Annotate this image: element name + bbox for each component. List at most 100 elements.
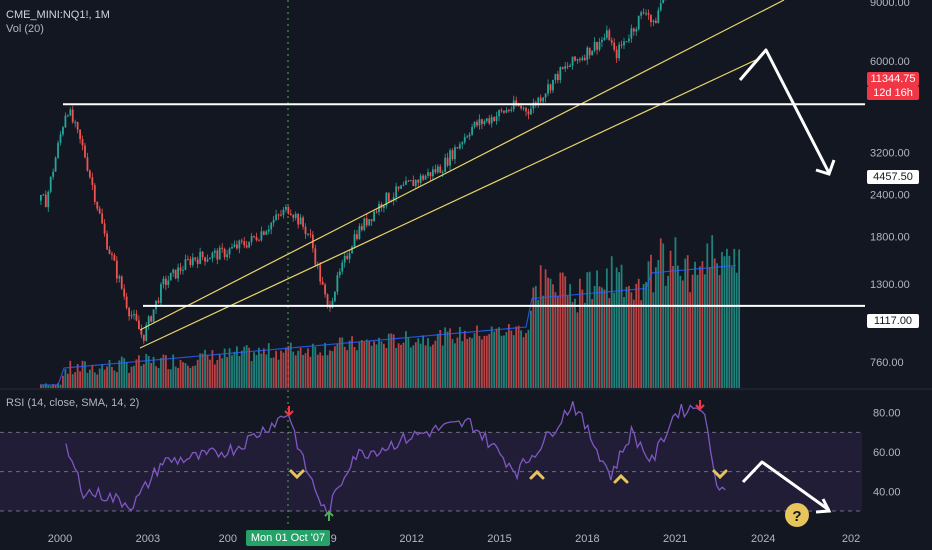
candle-body — [598, 41, 601, 50]
candle-body — [537, 97, 540, 106]
volume-bar — [463, 330, 466, 388]
volume-bar — [115, 372, 118, 388]
candle-body — [287, 206, 290, 214]
candle-body — [216, 250, 219, 260]
candle-body — [564, 66, 567, 69]
candle-body — [471, 126, 473, 135]
volume-bar — [370, 345, 373, 388]
volume-bar — [201, 353, 204, 388]
candle-body — [640, 12, 643, 16]
candle-body — [189, 259, 192, 265]
volume-bar — [275, 350, 277, 388]
time-axis-tick: 200 — [219, 533, 237, 545]
candle-body — [395, 186, 398, 198]
volume-bar — [723, 256, 726, 388]
volume-bar — [635, 283, 638, 388]
volume-bar — [272, 357, 275, 388]
candle-body — [206, 259, 209, 262]
candle-body — [647, 13, 650, 15]
candle-body — [343, 255, 346, 263]
candle-body — [245, 245, 248, 248]
volume-bar — [498, 327, 500, 388]
candle-body — [556, 73, 559, 81]
volume-bar — [476, 325, 478, 388]
volume-bar — [728, 255, 731, 388]
volume-bar — [280, 350, 282, 388]
volume-bar — [608, 298, 611, 388]
volume-bar — [586, 272, 589, 388]
candle-body — [405, 180, 407, 185]
time-axis-tick: 2015 — [487, 533, 511, 545]
volume-bar — [495, 328, 498, 388]
candle-body — [539, 97, 542, 102]
volume-bar — [182, 362, 184, 388]
volume-bar — [605, 268, 608, 388]
candle-body — [478, 119, 481, 126]
volume-bar — [449, 328, 451, 388]
candle-body — [218, 247, 221, 260]
volume-bar — [172, 354, 175, 388]
volume-bar — [267, 343, 270, 388]
volume-bar — [583, 302, 586, 388]
candle-body — [449, 150, 451, 166]
volume-bar — [640, 300, 643, 388]
candle-body — [135, 313, 138, 321]
rsi-projection-arrowhead — [815, 498, 832, 514]
volume-bar — [81, 360, 84, 388]
volume-bar — [302, 354, 304, 388]
candle-body — [211, 252, 214, 259]
volume-bar — [59, 384, 62, 388]
candle-body — [262, 231, 265, 235]
candle-body — [111, 253, 113, 256]
volume-bar — [91, 364, 94, 388]
volume-bar — [390, 333, 393, 388]
volume-bar — [385, 347, 388, 388]
projection-arrowhead — [815, 159, 836, 176]
candle-body — [466, 136, 469, 138]
candle-body — [338, 271, 341, 276]
time-axis-tick: 2021 — [663, 533, 687, 545]
candle-body — [277, 214, 280, 216]
candle-body — [309, 233, 312, 235]
volume-bar — [383, 343, 385, 388]
candle-body — [133, 313, 135, 315]
candle-body — [566, 66, 569, 68]
candle-body — [488, 118, 491, 124]
candle-body — [630, 28, 633, 39]
volume-bar — [454, 343, 456, 388]
volume-bar — [574, 298, 576, 388]
candle-body — [581, 57, 584, 61]
volume-bar — [512, 335, 515, 388]
candle-body — [248, 241, 251, 248]
volume-bar — [691, 274, 694, 388]
candle-body — [353, 234, 356, 247]
volume-bar — [319, 352, 322, 388]
volume-bar — [439, 329, 442, 388]
candle-body — [346, 255, 349, 259]
candle-body — [603, 37, 606, 40]
volume-bar — [517, 325, 520, 388]
volume-bar — [571, 301, 574, 388]
candle-body — [373, 211, 375, 221]
volume-bar — [52, 383, 55, 388]
volume-bar — [145, 353, 148, 388]
candle-body — [591, 50, 594, 56]
volume-bar — [64, 369, 67, 388]
candle-body — [142, 334, 145, 341]
candle-body — [554, 73, 557, 80]
candle-body — [270, 222, 273, 230]
volume-bar — [733, 248, 736, 388]
volume-bar — [255, 354, 258, 388]
candle-body — [187, 259, 189, 261]
candle-body — [49, 176, 52, 192]
volume-bar — [493, 331, 496, 388]
volume-bar — [108, 359, 111, 388]
volume-bar — [632, 299, 635, 388]
volume-bar — [591, 298, 594, 388]
volume-bar — [103, 369, 106, 388]
volume-bar — [547, 277, 549, 388]
volume-bar — [106, 366, 108, 388]
volume-bar — [326, 355, 329, 388]
volume-bar — [456, 337, 459, 388]
